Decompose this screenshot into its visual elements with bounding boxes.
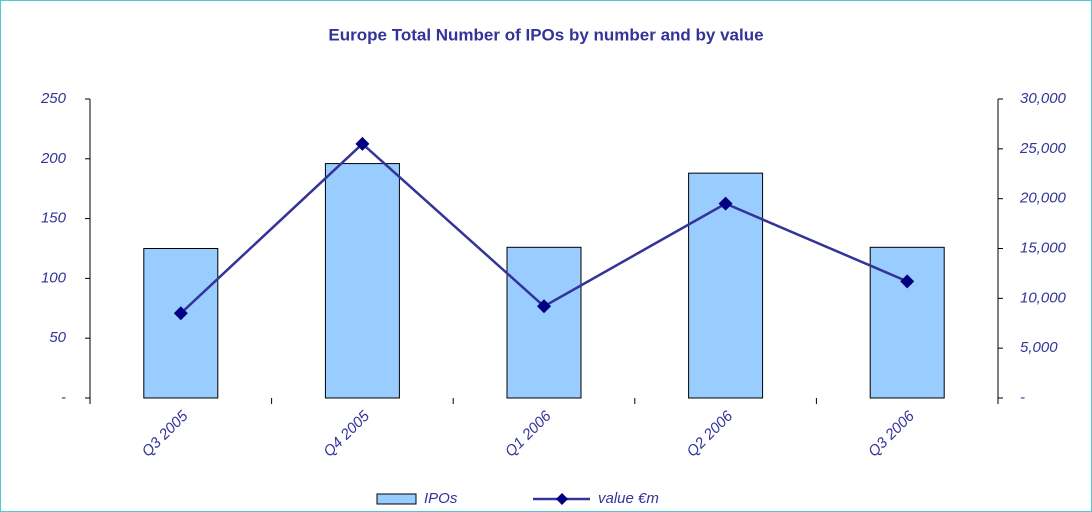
- chart-title: Europe Total Number of IPOs by number an…: [328, 25, 763, 44]
- legend-swatch: [376, 493, 417, 505]
- y2-tick-label: -: [1020, 389, 1025, 406]
- y2-tick-label: 25,000: [1019, 140, 1067, 157]
- y2-tick-label: 20,000: [1019, 190, 1067, 207]
- y2-tick-label: 30,000: [1020, 90, 1067, 107]
- y2-tick-label: 15,000: [1020, 239, 1067, 256]
- marker: [718, 196, 733, 211]
- y2-tick-label: 5,000: [1020, 339, 1058, 356]
- marker: [355, 136, 370, 151]
- bar: [506, 246, 582, 399]
- legend-label: IPOs: [424, 490, 458, 507]
- y2-tick-label: 10,000: [1020, 289, 1067, 306]
- bar: [869, 246, 945, 399]
- marker: [537, 299, 551, 314]
- y-tick-label: 250: [40, 90, 67, 107]
- marker: [900, 274, 915, 289]
- y-tick-label: 200: [40, 150, 67, 167]
- bar: [143, 248, 219, 399]
- legend-marker: [556, 493, 568, 505]
- legend-label: value €m: [598, 490, 659, 507]
- bar: [324, 163, 400, 399]
- marker: [173, 306, 188, 321]
- y-tick-label: 150: [41, 210, 67, 227]
- y-tick-label: -: [61, 389, 66, 406]
- y-tick-label: 100: [41, 269, 67, 286]
- y-tick-label: 50: [49, 329, 66, 346]
